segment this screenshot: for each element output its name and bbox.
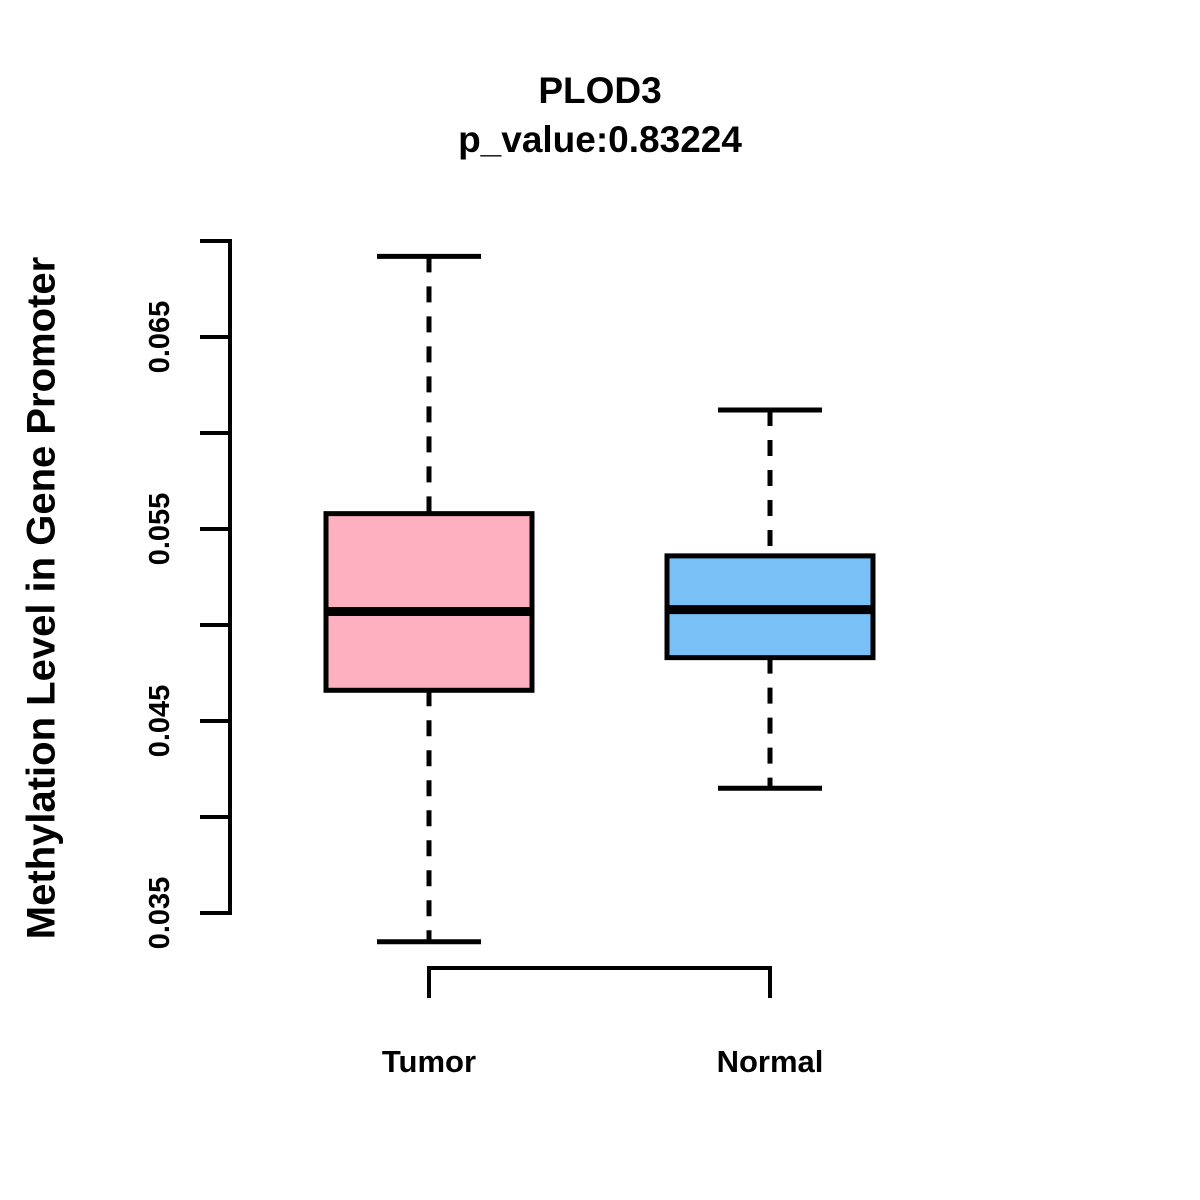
y-axis-tick-label: 0.045	[144, 685, 176, 758]
x-category-label-tumor: Tumor	[382, 1044, 476, 1079]
chart-subtitle: p_value:0.83224	[458, 119, 742, 160]
tumor-box	[323, 511, 535, 693]
chart-title: PLOD3	[538, 70, 662, 111]
y-axis-tick-label: 0.065	[144, 301, 176, 374]
y-axis-tick-label: 0.055	[144, 493, 176, 566]
y-axis-tick-label: 0.035	[144, 877, 176, 950]
x-category-label-normal: Normal	[717, 1044, 824, 1079]
